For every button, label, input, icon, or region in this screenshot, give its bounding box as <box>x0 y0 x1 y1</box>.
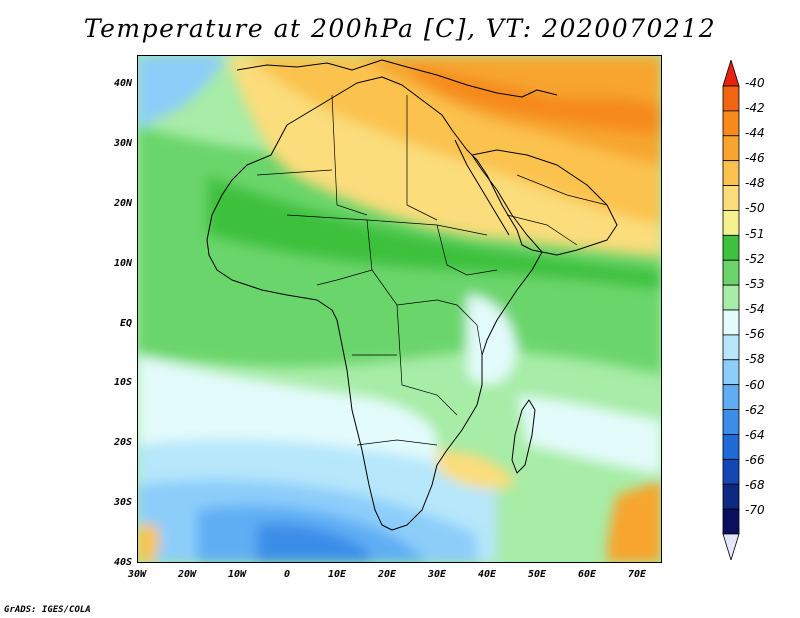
lon-label-60e: 60E <box>577 569 597 580</box>
colorbar-swatch <box>722 135 740 162</box>
lat-label-10s: 10S <box>113 377 132 388</box>
colorbar-label: -51 <box>745 227 765 241</box>
colorbar-label: -66 <box>745 453 765 467</box>
red-sea <box>454 139 510 236</box>
lon-label-30w: 30W <box>127 569 147 580</box>
band-62 <box>257 523 372 563</box>
colorbar-label: -56 <box>745 327 765 341</box>
colorbar-label: -52 <box>745 252 765 266</box>
colorbar-label: -42 <box>745 101 765 115</box>
colorbar-swatch <box>722 508 740 535</box>
colorbar-swatch <box>722 483 740 510</box>
map-panel <box>137 55 662 563</box>
country-borders <box>256 94 608 446</box>
colorbar-swatch <box>722 185 740 211</box>
colorbar-label: -60 <box>745 378 765 392</box>
colorbar-label: -40 <box>745 76 765 90</box>
colorbar-label: -62 <box>745 403 765 417</box>
colorbar-label: -50 <box>745 201 765 215</box>
colorbar-swatch <box>722 85 740 112</box>
border <box>506 214 578 246</box>
band-52 <box>207 175 662 290</box>
band-44 <box>407 65 662 135</box>
colorbar <box>722 60 740 560</box>
arabia-outline <box>471 149 618 256</box>
colorbar-top-arrow <box>722 60 740 87</box>
colorbar-swatch <box>722 359 740 386</box>
lat-label-20s: 20S <box>113 437 132 448</box>
lon-label-30e: 30E <box>427 569 447 580</box>
colorbar-label: -48 <box>745 176 765 190</box>
mediterranean-north-coast <box>236 59 558 98</box>
border <box>256 169 333 176</box>
band-56-nw <box>137 55 227 130</box>
colorbar-label: -53 <box>745 277 765 291</box>
colorbar-label: -70 <box>745 503 765 517</box>
colorbar-swatch <box>722 210 740 236</box>
colorbar-label: -68 <box>745 478 765 492</box>
border <box>406 95 438 221</box>
lon-label-10e: 10E <box>327 569 347 580</box>
colorbar-swatch <box>722 110 740 137</box>
lat-label-30n: 30N <box>113 138 132 149</box>
lon-label-10w: 10W <box>227 569 247 580</box>
colorbar-bottom-arrow <box>722 533 740 560</box>
lon-label-0: 0 <box>283 569 291 580</box>
colorbar-label: -46 <box>745 151 765 165</box>
border <box>396 304 458 416</box>
colorbar-label: -54 <box>745 302 765 316</box>
africa-outline <box>206 76 543 531</box>
band-48-sw <box>137 525 160 563</box>
map-frame <box>137 55 662 563</box>
band-54-se <box>517 395 662 475</box>
border <box>356 439 438 446</box>
chart-title: Temperature at 200hPa [C], VT: 202007021… <box>83 14 717 43</box>
border <box>436 224 498 276</box>
colorbar-label: -44 <box>745 126 765 140</box>
border <box>366 219 438 306</box>
colorbar-swatch <box>722 160 740 186</box>
lat-label-30s: 30S <box>113 497 132 508</box>
colorbar-swatch <box>722 458 740 485</box>
lat-label-10n: 10N <box>113 258 132 269</box>
colorbar-swatch <box>722 309 740 336</box>
border <box>516 174 608 206</box>
lon-label-50e: 50E <box>527 569 547 580</box>
band-54-east <box>467 295 517 386</box>
colorbar-swatch <box>722 259 740 286</box>
band-46-se <box>607 480 662 563</box>
lon-label-70e: 70E <box>627 569 647 580</box>
lat-label-eq: EQ <box>119 318 132 329</box>
colorbar-swatch <box>722 334 740 361</box>
colorbar-swatch <box>722 234 740 261</box>
border <box>316 269 373 286</box>
lat-label-40s: 40S <box>113 557 132 568</box>
colorbar-label: -58 <box>745 352 765 366</box>
lat-label-40n: 40N <box>113 78 132 89</box>
lon-label-20w: 20W <box>177 569 197 580</box>
madagascar-outline <box>511 399 536 474</box>
colorbar-swatch <box>722 384 740 410</box>
band-50-south <box>437 450 517 490</box>
lon-label-40e: 40E <box>477 569 497 580</box>
lat-label-20n: 20N <box>113 198 132 209</box>
lon-label-20e: 20E <box>377 569 397 580</box>
border <box>331 94 368 216</box>
coastlines <box>206 59 618 531</box>
grads-credit: GrADS: IGES/COLA <box>4 605 91 615</box>
colorbar-label: -64 <box>745 428 765 442</box>
border <box>436 299 483 356</box>
border <box>286 214 488 236</box>
colorbar-swatch <box>722 409 740 435</box>
colorbar-swatch <box>722 284 740 311</box>
colorbar-swatch <box>722 434 740 460</box>
